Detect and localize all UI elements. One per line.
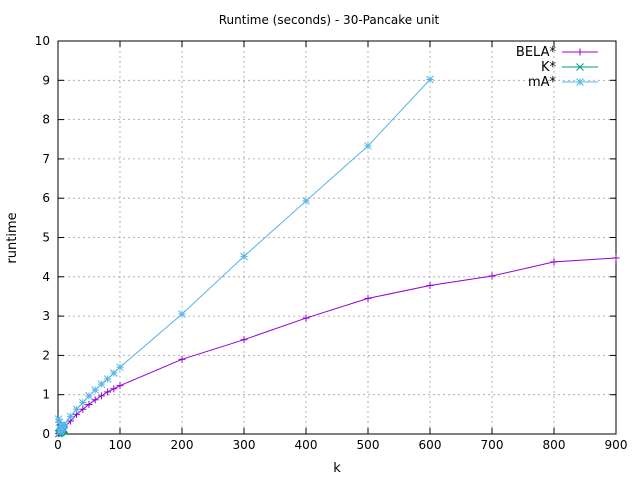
x-tick-label: 800 xyxy=(543,438,566,452)
series-bela xyxy=(55,254,620,438)
data-point-bela xyxy=(426,281,434,289)
data-point-bela xyxy=(110,385,118,393)
data-point-bela xyxy=(550,258,558,266)
data-point-bela xyxy=(364,294,372,302)
y-tick-label: 2 xyxy=(42,348,50,362)
data-point-bela xyxy=(116,382,124,390)
x-tick-label: 900 xyxy=(605,438,628,452)
legend-item-ma: mA* xyxy=(528,75,598,90)
legend-marker xyxy=(576,48,584,56)
legend-item-k: K* xyxy=(541,60,598,75)
data-point-ma xyxy=(85,392,93,400)
x-tick-label: 700 xyxy=(481,438,504,452)
data-point-bela xyxy=(612,254,620,262)
data-point-bela xyxy=(488,272,496,280)
data-point-bela xyxy=(79,405,87,413)
series-group xyxy=(54,75,620,438)
chart-title: Runtime (seconds) - 30-Pancake unit xyxy=(219,13,440,27)
data-point-ma xyxy=(302,197,310,205)
data-point-ma xyxy=(178,310,186,318)
x-tick-label: 500 xyxy=(357,438,380,452)
x-tick-label: 100 xyxy=(109,438,132,452)
data-point-ma xyxy=(78,398,87,407)
plot-frame xyxy=(57,40,617,435)
data-point-bela xyxy=(97,392,105,400)
data-point-ma xyxy=(97,380,106,388)
y-tick-label: 4 xyxy=(42,270,50,284)
data-point-bela xyxy=(104,388,112,396)
data-point-bela xyxy=(91,396,99,404)
x-tick-label: 400 xyxy=(295,438,318,452)
data-point-bela xyxy=(85,401,93,409)
y-tick-label: 10 xyxy=(35,34,50,48)
x-tick-label: 600 xyxy=(419,438,442,452)
data-point-bela xyxy=(178,355,186,363)
y-tick-label: 0 xyxy=(42,427,50,441)
legend-item-bela: BELA* xyxy=(516,45,598,60)
data-point-ma xyxy=(240,252,248,261)
data-point-ma xyxy=(72,405,81,414)
data-point-ma xyxy=(60,420,69,429)
x-tick-label: 0 xyxy=(54,438,62,452)
series-line-bela xyxy=(58,257,617,435)
y-tick-label: 5 xyxy=(42,231,50,245)
x-tick-label: 300 xyxy=(233,438,256,452)
legend-marker xyxy=(576,78,584,86)
legend-label: mA* xyxy=(528,75,557,90)
data-point-ma xyxy=(66,412,75,421)
series-ma xyxy=(54,75,434,436)
axis-ticks: 0 100 200 300 400 500 600 700 800 900 0 1 2 3 4 5 6 7 8 9 10 xyxy=(35,34,628,452)
data-point-ma xyxy=(91,386,100,394)
y-tick-label: 6 xyxy=(42,191,50,205)
legend-label: BELA* xyxy=(516,45,557,60)
y-tick-label: 3 xyxy=(42,309,50,323)
data-point-ma xyxy=(116,363,124,372)
data-point-ma xyxy=(364,142,372,150)
y-tick-label: 1 xyxy=(42,388,50,402)
y-tick-label: 9 xyxy=(42,73,50,87)
grid xyxy=(58,41,616,434)
y-tick-label: 7 xyxy=(42,152,50,166)
y-tick-label: 8 xyxy=(42,113,50,127)
data-point-ma xyxy=(426,75,434,84)
data-point-ma xyxy=(103,375,112,383)
data-point-ma xyxy=(109,369,118,377)
data-point-bela xyxy=(240,336,248,344)
data-point-bela xyxy=(302,314,310,322)
y-axis-label: runtime xyxy=(5,212,20,263)
legend: BELA*K*mA* xyxy=(516,45,598,90)
x-axis-label: k xyxy=(333,461,341,476)
x-tick-label: 200 xyxy=(171,438,194,452)
legend-marker xyxy=(576,63,584,71)
legend-label: K* xyxy=(541,60,557,75)
